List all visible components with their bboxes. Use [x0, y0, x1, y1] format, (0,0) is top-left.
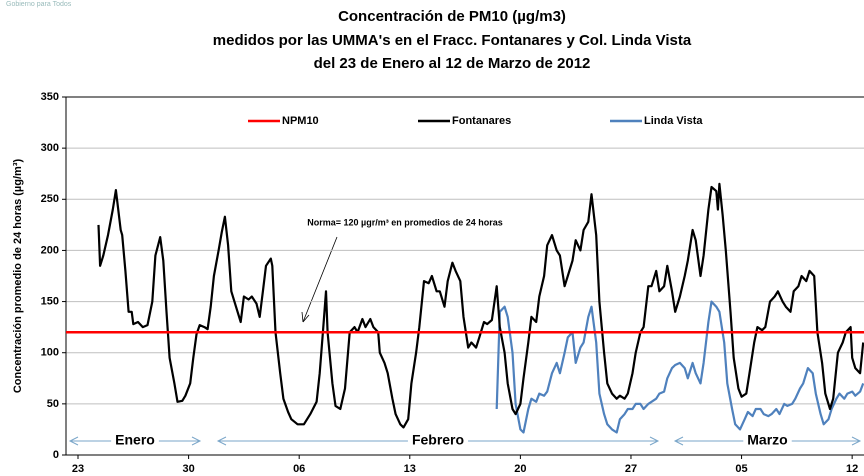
x-tick-label: 23 — [72, 463, 84, 475]
month-arrowhead — [216, 436, 660, 446]
month-label-bg — [111, 433, 159, 449]
month-label: Enero — [115, 432, 155, 448]
annotation: Norma= 120 µgr/m³ en promedios de 24 hor… — [307, 217, 503, 227]
logo-text: Gobierno para Todos — [6, 1, 72, 8]
x-tick-label: 12 — [846, 463, 858, 475]
y-tick-label: 300 — [41, 142, 59, 154]
x-tick-label: 13 — [404, 463, 416, 475]
annotation-arrow — [302, 236, 338, 323]
series-line — [97, 182, 864, 429]
y-axis-label: Concentración promedio de 24 horas (µg/m… — [12, 159, 24, 394]
y-tick-label: 0 — [53, 449, 59, 461]
annotation-arrowhead — [301, 311, 310, 323]
x-tick-label: 05 — [735, 463, 747, 475]
chart-title: Concentración de PM10 (µg/m3) — [338, 8, 566, 25]
y-tick-label: 200 — [41, 244, 59, 256]
x-tick-label: 30 — [182, 463, 194, 475]
chart-title: medidos por las UMMA's en el Fracc. Font… — [213, 32, 692, 49]
series-line — [495, 300, 864, 434]
month-arrowhead — [673, 436, 862, 446]
y-tick-label: 250 — [41, 193, 59, 205]
month-label-bg — [743, 433, 792, 449]
chart-title: del 23 de Enero al 12 de Marzo de 2012 — [314, 55, 591, 72]
month-label: Marzo — [747, 432, 787, 448]
x-tick-label: 27 — [625, 463, 637, 475]
y-tick-label: 350 — [41, 91, 59, 103]
x-tick-label: 06 — [293, 463, 305, 475]
month-label: Febrero — [412, 432, 464, 448]
month-arrowhead — [68, 436, 202, 446]
legend-label: Linda Vista — [644, 115, 703, 127]
y-tick-label: 100 — [41, 347, 59, 359]
legend-label: NPM10 — [282, 115, 319, 127]
y-tick-label: 150 — [41, 295, 59, 307]
legend-label: Fontanares — [452, 115, 511, 127]
y-tick-label: 50 — [47, 398, 59, 410]
x-tick-label: 20 — [514, 463, 526, 475]
month-label-bg — [407, 433, 469, 449]
